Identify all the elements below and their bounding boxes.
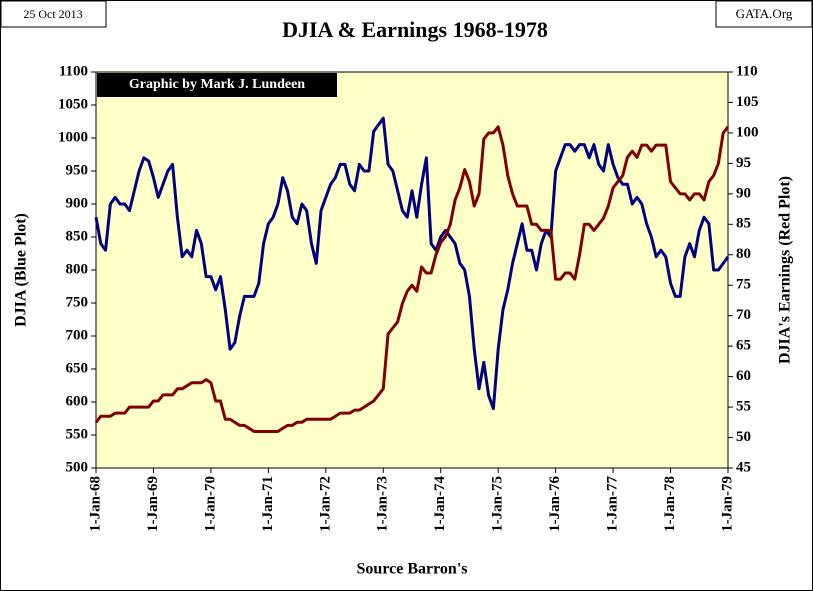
y-tick-label: 700 xyxy=(66,327,89,343)
series-line xyxy=(94,125,730,433)
y-tick-label: 850 xyxy=(66,228,89,244)
x-tick-label: 1-Jan-76 xyxy=(547,476,563,532)
y-tick-label: 900 xyxy=(66,195,89,211)
x-tick-label: 1-Jan-77 xyxy=(605,476,621,532)
x-tick-label: 1-Jan-79 xyxy=(719,476,735,532)
credit-box xyxy=(97,73,337,97)
date-box xyxy=(0,0,107,28)
y2-tick-label: 75 xyxy=(736,277,751,293)
y2-tick-label: 55 xyxy=(736,399,751,415)
y-tick-label: 1050 xyxy=(58,96,88,112)
y2-tick-label: 50 xyxy=(736,429,751,445)
chart-title: DJIA & Earnings 1968-1978 xyxy=(282,17,548,42)
y2-tick-label: 60 xyxy=(736,368,751,384)
y2-tick-label: 100 xyxy=(736,124,759,140)
y-tick-label: 650 xyxy=(66,360,89,376)
date-note: 25 Oct 2013 xyxy=(23,7,82,21)
y2-tick-label: 70 xyxy=(736,307,751,323)
plot-area xyxy=(95,71,729,469)
x-tick-label: 1-Jan-72 xyxy=(317,476,333,532)
y2-axis-label: DJIA's Earnings (Red Plot) xyxy=(777,176,794,364)
x-tick-label: 1-Jan-71 xyxy=(260,476,276,532)
y-tick-label: 750 xyxy=(66,294,89,310)
y2-tick-label: 95 xyxy=(736,155,751,171)
x-tick-label: 1-Jan-68 xyxy=(87,476,103,532)
y2-tick-label: 45 xyxy=(736,459,751,475)
y-tick-label: 600 xyxy=(66,393,89,409)
series-line xyxy=(94,116,730,411)
y-axis-label: DJIA (Blue Plot) xyxy=(13,213,30,327)
y-tick-label: 1100 xyxy=(59,63,88,79)
x-axis-label: Source Barron's xyxy=(357,561,468,578)
site-box xyxy=(715,0,813,28)
y-tick-label: 800 xyxy=(66,261,89,277)
x-tick-label: 1-Jan-73 xyxy=(375,476,391,532)
x-tick-label: 1-Jan-70 xyxy=(202,476,218,532)
y-tick-label: 550 xyxy=(66,426,89,442)
credit: Graphic by Mark J. Lundeen xyxy=(129,77,305,92)
source-site: GATA.Org xyxy=(736,6,793,21)
y2-tick-label: 85 xyxy=(736,216,751,232)
x-tick-label: 1-Jan-69 xyxy=(145,476,161,532)
y-tick-label: 1000 xyxy=(58,129,88,145)
y-tick-label: 950 xyxy=(66,162,89,178)
y2-tick-label: 105 xyxy=(736,94,759,110)
y-tick-label: 500 xyxy=(66,459,89,475)
y2-tick-label: 80 xyxy=(736,246,751,262)
x-tick-label: 1-Jan-78 xyxy=(662,476,678,532)
y2-tick-label: 65 xyxy=(736,338,751,354)
y2-tick-label: 90 xyxy=(736,185,751,201)
y2-tick-label: 110 xyxy=(736,63,758,79)
x-tick-label: 1-Jan-75 xyxy=(490,476,506,532)
x-tick-label: 1-Jan-74 xyxy=(432,476,448,532)
